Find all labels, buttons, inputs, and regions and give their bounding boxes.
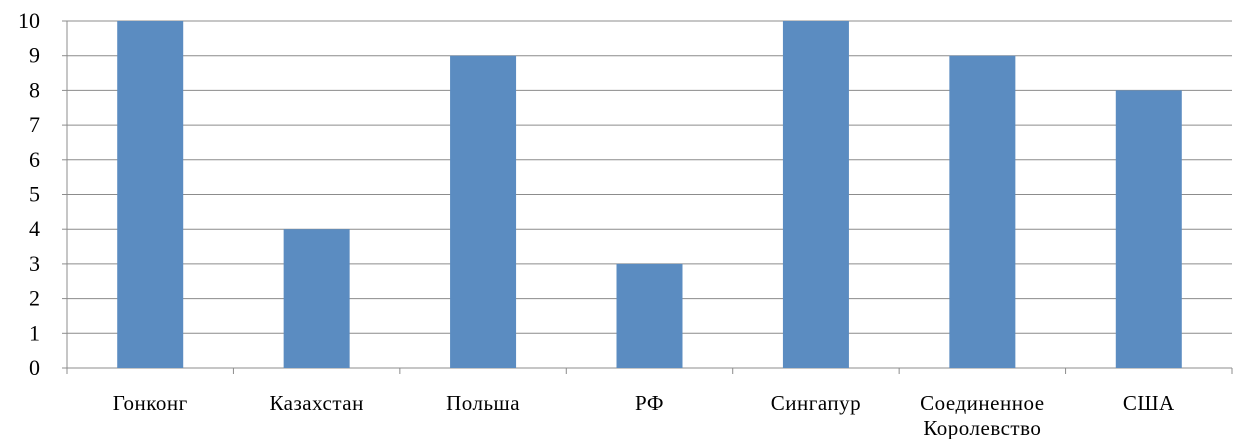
y-tick-label: 0: [29, 355, 40, 380]
x-tick-label-line: РФ: [635, 391, 664, 415]
x-tick-label: Соединенное Королевство: [920, 391, 1044, 439]
y-tick-label: 4: [29, 216, 40, 241]
bar: [117, 21, 184, 368]
y-tick-label: 3: [29, 251, 40, 276]
y-tick-label: 7: [29, 112, 40, 137]
x-tick-label: Казахстан: [269, 391, 363, 415]
bar: [616, 263, 683, 368]
bar: [782, 21, 849, 368]
y-tick-label: 8: [29, 77, 40, 102]
x-tick-label: РФ: [635, 391, 664, 415]
y-tick-label: 6: [29, 147, 40, 172]
x-tick-label-line: США: [1123, 391, 1175, 415]
x-tick-label-line: Королевство: [923, 416, 1041, 439]
y-tick-label: 10: [18, 8, 40, 33]
bar: [949, 55, 1016, 368]
y-tick-label: 1: [29, 320, 40, 345]
x-tick-label-line: Гонконг: [113, 391, 188, 415]
x-tick-label: Польша: [446, 391, 520, 415]
x-tick-label: США: [1123, 391, 1175, 415]
bar: [450, 55, 517, 368]
bar: [1115, 90, 1182, 369]
x-tick-label: Сингапур: [771, 391, 861, 415]
y-tick-label: 2: [29, 286, 40, 311]
x-tick-label: Гонконг: [113, 391, 188, 415]
x-tick-label-line: Соединенное: [920, 391, 1044, 415]
x-tick-label-line: Сингапур: [771, 391, 861, 415]
y-tick-label: 9: [29, 43, 40, 68]
y-tick-label: 5: [29, 182, 40, 207]
x-tick-label-line: Казахстан: [269, 391, 363, 415]
x-tick-label-line: Польша: [446, 391, 520, 415]
bar: [283, 229, 350, 368]
